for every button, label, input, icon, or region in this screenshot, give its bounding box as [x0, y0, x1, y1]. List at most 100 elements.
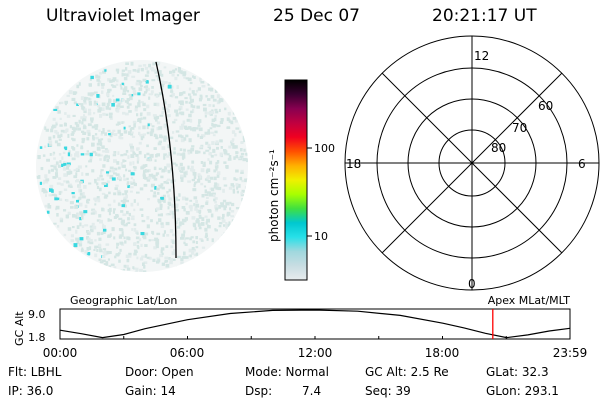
image-pixel	[163, 66, 167, 69]
image-pixel	[110, 131, 114, 135]
image-pixel	[198, 209, 202, 213]
image-pixel	[183, 218, 187, 222]
image-pixel	[127, 70, 132, 74]
image-pixel	[167, 103, 171, 108]
image-pixel	[37, 155, 40, 160]
image-pixel	[161, 84, 165, 88]
image-pixel	[134, 271, 139, 272]
image-pixel	[81, 121, 84, 125]
image-pixel	[89, 155, 93, 159]
dsp-value: 7.4	[302, 384, 322, 398]
image-pixel	[83, 99, 87, 103]
image-pixel	[206, 191, 211, 194]
image-pixel	[180, 166, 185, 170]
image-pixel	[96, 79, 100, 82]
image-pixel	[145, 85, 149, 89]
image-pixel	[122, 92, 127, 95]
image-pixel	[217, 216, 221, 220]
image-pixel	[123, 153, 128, 156]
image-pixel	[153, 177, 158, 181]
lat-label-70: 70	[512, 121, 527, 135]
image-pixel	[212, 123, 216, 128]
image-pixel	[106, 171, 110, 174]
image-pixel	[139, 133, 143, 137]
image-pixel	[139, 187, 144, 191]
image-pixel	[140, 166, 145, 170]
image-pixel	[183, 238, 186, 241]
image-pixel	[236, 183, 241, 188]
image-pixel	[175, 163, 178, 167]
image-pixel	[188, 101, 192, 104]
image-pixel	[115, 253, 119, 256]
image-pixel	[166, 191, 169, 194]
image-pixel	[60, 101, 64, 104]
image-pixel	[65, 199, 69, 202]
image-pixel	[87, 237, 91, 242]
image-pixel	[163, 181, 167, 184]
image-pixel	[206, 196, 209, 199]
image-pixel	[206, 176, 210, 180]
image-pixel	[171, 214, 175, 219]
image-pixel	[82, 192, 85, 196]
image-pixel	[115, 184, 119, 187]
image-pixel	[199, 77, 202, 82]
image-pixel	[113, 266, 117, 269]
image-pixel	[129, 128, 132, 132]
image-pixel	[54, 194, 58, 198]
image-pixel	[206, 168, 211, 172]
image-pixel	[102, 70, 106, 74]
image-pixel	[100, 169, 104, 172]
image-pixel	[200, 168, 205, 173]
image-pixel	[81, 225, 85, 228]
image-pixel	[71, 126, 75, 131]
image-pixel	[173, 249, 177, 252]
image-pixel	[142, 133, 146, 136]
image-pixel	[244, 186, 247, 190]
image-pixel	[55, 106, 59, 110]
image-pixel	[129, 161, 132, 166]
image-pixel	[146, 216, 150, 220]
image-pixel	[231, 219, 235, 223]
image-pixel	[79, 217, 82, 221]
image-pixel	[51, 189, 54, 193]
image-pixel	[68, 150, 71, 155]
orbit-left-title: Geographic Lat/Lon	[70, 294, 177, 307]
image-pixel	[143, 270, 147, 272]
image-pixel	[241, 189, 245, 193]
image-pixel	[69, 125, 72, 129]
image-pixel	[200, 239, 204, 242]
image-pixel	[181, 206, 186, 209]
image-pixel	[189, 118, 193, 123]
image-pixel	[214, 124, 218, 127]
image-pixel	[94, 181, 97, 184]
image-pixel	[178, 134, 182, 138]
image-pixel	[227, 112, 230, 116]
image-pixel	[117, 202, 121, 206]
image-pixel	[91, 125, 96, 129]
image-pixel	[195, 199, 198, 204]
image-pixel	[69, 185, 73, 188]
image-pixel	[112, 77, 117, 81]
image-pixel	[188, 205, 193, 209]
image-pixel	[189, 81, 193, 85]
image-pixel	[222, 188, 225, 193]
image-pixel	[150, 189, 153, 192]
image-pixel	[55, 123, 58, 126]
image-pixel	[211, 238, 214, 243]
image-pixel	[173, 118, 178, 121]
image-pixel	[130, 202, 134, 207]
filter-readout: Flt: LBHL	[8, 365, 62, 379]
image-pixel	[144, 74, 149, 77]
image-pixel	[230, 140, 234, 143]
image-pixel	[124, 86, 128, 89]
image-pixel	[176, 217, 180, 221]
image-pixel	[202, 103, 207, 107]
image-pixel	[94, 253, 98, 258]
image-pixel	[146, 144, 149, 148]
image-pixel	[87, 112, 92, 116]
image-pixel	[116, 189, 121, 193]
image-pixel	[199, 174, 202, 179]
image-pixel	[58, 138, 62, 141]
image-pixel	[195, 246, 199, 249]
image-pixel	[181, 233, 185, 237]
